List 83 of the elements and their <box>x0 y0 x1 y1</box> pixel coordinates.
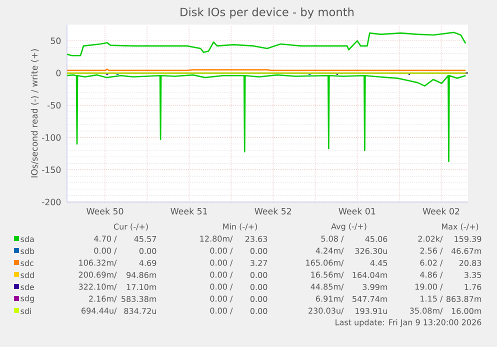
line-series <box>67 32 466 56</box>
legend-label: sdc <box>20 260 34 266</box>
y-tick-label: -50 <box>47 102 61 109</box>
text: 1.15 / <box>420 296 443 302</box>
x-tick-label: Week 52 <box>254 208 292 214</box>
text: 159.39 <box>454 236 482 242</box>
text: 0.00 <box>250 308 268 314</box>
text: 200.69m/ <box>78 272 117 278</box>
text: 2.16m/ <box>89 296 117 302</box>
text: 583.38m <box>122 296 156 302</box>
text: 20.83 <box>459 260 482 266</box>
legend-label: sdb <box>20 248 34 254</box>
text: 5.08 / <box>321 236 344 242</box>
text: 694.44u/ <box>82 308 117 314</box>
line-series <box>67 74 466 162</box>
text: Last update: Fri Jan 9 13:20:00 2026 <box>336 319 482 327</box>
text: Min (-/+) <box>223 223 257 231</box>
text: 4.70 / <box>94 236 117 242</box>
text: 3.99m <box>362 284 388 290</box>
text: 0.00 <box>250 296 268 302</box>
text: 326.30u <box>355 248 388 254</box>
text: 0.00 / <box>210 248 233 254</box>
text: 193.91u <box>356 308 388 314</box>
text: 94.86m <box>126 272 156 278</box>
text: Cur (-/+) <box>114 223 148 231</box>
y-tick-label: 50 <box>50 38 61 44</box>
text: 17.10m <box>126 284 156 290</box>
legend-label: sdi <box>20 308 31 314</box>
text: 19.00 / <box>415 284 443 290</box>
text: 46.67m <box>451 248 482 254</box>
legend-label: sde <box>20 284 34 290</box>
x-tick-label: Week 50 <box>86 208 124 214</box>
text: 0.00 <box>139 248 156 254</box>
text: 0.00 / <box>94 248 117 254</box>
text: 0.00 <box>250 284 268 290</box>
text: 3.27 <box>250 260 268 266</box>
y-tick-label: -150 <box>42 166 61 174</box>
legend-label: sda <box>20 236 34 242</box>
y-tick-label: -200 <box>42 198 61 206</box>
text: 2.02k/ <box>418 236 443 242</box>
text: 23.63 <box>245 236 268 242</box>
text: 863.87m <box>446 296 482 302</box>
text: 45.06 <box>365 236 388 242</box>
text: 6.91m/ <box>316 296 344 302</box>
y-tick-label: -100 <box>42 134 61 141</box>
text: 6.02 / <box>420 260 443 266</box>
text: 45.57 <box>134 236 156 242</box>
text: 106.32m/ <box>79 260 117 266</box>
text: Max (-/+) <box>442 223 478 231</box>
text: 0.00 / <box>210 284 233 290</box>
text: 0.00 / <box>210 260 233 266</box>
text: 35.08m/ <box>410 308 443 314</box>
text: 4.24m/ <box>316 248 344 254</box>
x-tick-label: Week 01 <box>338 208 376 214</box>
y-tick-label: 0 <box>56 70 61 76</box>
text: 0.00 <box>250 248 268 254</box>
text: 164.04m <box>352 272 388 278</box>
text: 2.56 / <box>420 248 443 254</box>
text: 1.76 <box>464 284 482 290</box>
text: 322.10m/ <box>78 284 117 290</box>
text: 12.80m/ <box>200 236 233 242</box>
text: 230.03u/ <box>308 308 344 314</box>
text: 165.06m/ <box>306 260 344 266</box>
text: 4.45 <box>370 260 388 266</box>
text: 0.00 / <box>210 296 233 302</box>
text: 834.72u <box>124 308 156 314</box>
text: 0.00 / <box>210 308 233 314</box>
y-axis-title: IOs/second read (-) / write (+) <box>30 49 39 178</box>
text: 44.85m/ <box>310 284 344 290</box>
text: 547.74m <box>352 296 388 302</box>
legend-label: sdg <box>20 295 34 303</box>
text: 16.56m/ <box>311 272 344 278</box>
legend-label: sdd <box>20 272 34 278</box>
x-tick-label: Week 02 <box>422 208 460 214</box>
text: 16.00m <box>452 308 482 314</box>
text: 3.35 <box>464 272 482 278</box>
text: 0.00 <box>250 272 268 278</box>
text: 4.86 / <box>420 272 443 278</box>
text: 4.69 <box>139 260 156 266</box>
text: 0.00 / <box>210 272 233 278</box>
chart-title: Disk IOs per device - by month <box>180 8 354 18</box>
text: Avg (-/+) <box>331 223 366 231</box>
x-tick-label: Week 51 <box>170 208 208 214</box>
